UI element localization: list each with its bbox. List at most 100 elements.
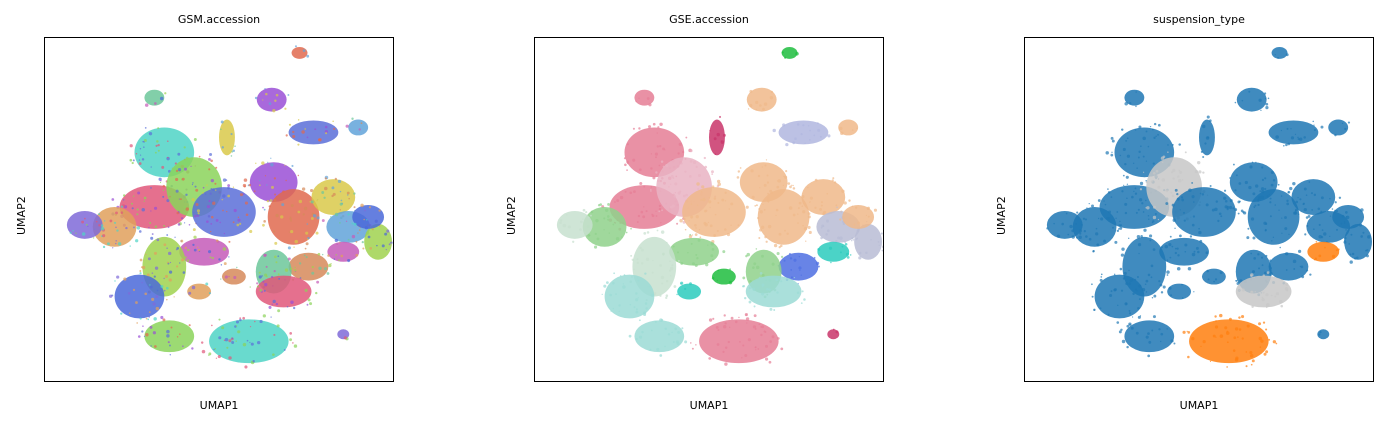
data-point	[1235, 174, 1238, 177]
data-point	[1209, 185, 1212, 188]
data-point	[763, 209, 766, 211]
data-point	[1334, 201, 1337, 204]
data-point	[270, 157, 272, 159]
data-point	[849, 254, 852, 256]
data-point	[1285, 269, 1288, 271]
data-point	[770, 189, 772, 191]
data-point	[1114, 288, 1117, 291]
data-point	[1137, 315, 1141, 319]
data-point	[618, 304, 621, 307]
data-point	[730, 202, 734, 206]
data-point	[265, 265, 268, 268]
data-point	[266, 184, 268, 186]
data-point	[1157, 218, 1160, 221]
data-point	[624, 190, 627, 193]
data-point	[102, 234, 106, 238]
data-point	[1250, 252, 1253, 255]
data-point	[192, 228, 196, 232]
data-point	[144, 127, 147, 129]
data-point	[1116, 229, 1120, 233]
data-point	[1264, 92, 1267, 95]
data-point	[192, 182, 194, 184]
data-point	[100, 226, 105, 231]
data-point	[1254, 204, 1257, 207]
data-point	[84, 217, 86, 220]
data-point	[169, 344, 171, 347]
data-point	[745, 314, 748, 316]
data-point	[1145, 335, 1149, 339]
data-point	[132, 195, 135, 197]
data-point	[1171, 245, 1174, 248]
data-point	[334, 212, 339, 217]
data-point	[262, 314, 266, 318]
data-point	[1261, 256, 1264, 259]
data-point	[1280, 129, 1283, 132]
data-point	[192, 243, 195, 247]
data-point	[1145, 181, 1148, 184]
data-point	[1198, 227, 1200, 230]
data-point	[717, 182, 722, 187]
data-point	[306, 136, 309, 139]
data-point	[1155, 169, 1159, 173]
cluster-mark	[364, 223, 393, 260]
data-point	[175, 177, 179, 182]
cluster-points	[1159, 234, 1209, 271]
data-point	[155, 306, 160, 311]
cluster-points	[1328, 119, 1351, 137]
data-point	[290, 204, 294, 208]
data-point	[1345, 211, 1348, 214]
data-point	[809, 129, 812, 132]
data-point	[582, 208, 586, 212]
cluster-points	[288, 252, 332, 284]
data-point	[791, 184, 793, 187]
data-point	[638, 319, 641, 322]
data-point	[153, 206, 158, 210]
data-point	[685, 136, 688, 139]
data-point	[688, 234, 693, 239]
data-point	[302, 49, 306, 52]
data-point	[1142, 155, 1145, 158]
data-point	[1343, 240, 1347, 244]
data-point	[1309, 273, 1312, 276]
data-point	[1181, 283, 1183, 286]
data-point	[775, 208, 779, 212]
data-point	[228, 256, 230, 258]
data-point	[321, 253, 324, 256]
data-point	[1293, 268, 1296, 270]
data-point	[655, 171, 658, 174]
data-point	[1139, 198, 1143, 202]
data-point	[619, 275, 622, 277]
data-point	[1191, 252, 1196, 257]
data-point	[745, 254, 748, 258]
data-point	[139, 317, 142, 320]
data-point	[650, 190, 652, 192]
data-point	[270, 275, 274, 279]
data-point	[677, 152, 680, 155]
data-point	[785, 143, 789, 147]
data-point	[291, 164, 294, 168]
data-point	[228, 240, 231, 243]
data-point	[1112, 226, 1114, 229]
data-point	[290, 229, 294, 234]
data-point	[626, 160, 629, 164]
cluster-mark	[1268, 120, 1319, 145]
data-point	[784, 229, 786, 232]
data-point	[162, 318, 166, 322]
data-point	[637, 214, 641, 218]
data-point	[1287, 142, 1291, 146]
data-point	[180, 239, 184, 243]
data-point	[1099, 278, 1103, 282]
data-point	[256, 340, 261, 345]
data-point	[306, 238, 309, 240]
data-point	[153, 251, 157, 255]
data-point	[1182, 211, 1185, 214]
data-point	[1251, 359, 1255, 363]
panel-title: GSE.accession	[669, 13, 749, 26]
data-point	[1158, 280, 1161, 283]
data-point	[852, 239, 855, 241]
data-point	[803, 226, 808, 231]
data-point	[154, 266, 159, 270]
data-point	[132, 288, 136, 292]
data-point	[589, 214, 592, 217]
data-point	[796, 291, 800, 294]
